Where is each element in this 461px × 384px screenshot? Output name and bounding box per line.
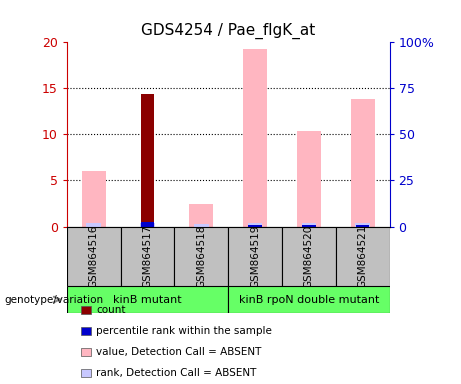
Text: GSM864521: GSM864521 [358, 225, 368, 288]
Text: GSM864519: GSM864519 [250, 225, 260, 288]
Bar [121, 227, 174, 286]
Bar [194, 224, 208, 227]
Text: GSM864520: GSM864520 [304, 225, 314, 288]
Bar [87, 223, 101, 227]
Text: value, Detection Call = ABSENT: value, Detection Call = ABSENT [96, 347, 262, 357]
Bar [189, 204, 213, 227]
Text: rank, Detection Call = ABSENT: rank, Detection Call = ABSENT [96, 368, 257, 378]
Bar [248, 223, 262, 227]
Text: kinB rpoN double mutant: kinB rpoN double mutant [239, 295, 379, 305]
Bar [282, 227, 336, 286]
Bar [248, 225, 262, 227]
Text: GSM864516: GSM864516 [89, 225, 99, 288]
Bar [302, 225, 315, 227]
Bar [356, 225, 369, 227]
Text: GSM864517: GSM864517 [142, 225, 153, 288]
Bar [141, 222, 154, 227]
Bar [67, 286, 228, 313]
Bar [174, 227, 228, 286]
Bar [336, 227, 390, 286]
Bar [141, 94, 154, 227]
Bar [140, 223, 155, 227]
Bar [350, 99, 375, 227]
Bar [243, 49, 267, 227]
Title: GDS4254 / Pae_flgK_at: GDS4254 / Pae_flgK_at [141, 23, 315, 40]
Text: kinB mutant: kinB mutant [113, 295, 182, 305]
Bar [82, 171, 106, 227]
Text: GSM864518: GSM864518 [196, 225, 207, 288]
Bar [297, 131, 321, 227]
Bar [67, 227, 121, 286]
Text: count: count [96, 305, 126, 315]
Bar [355, 223, 370, 227]
Text: genotype/variation: genotype/variation [5, 295, 104, 305]
Bar [228, 286, 390, 313]
Text: percentile rank within the sample: percentile rank within the sample [96, 326, 272, 336]
Bar [301, 223, 316, 227]
Bar [228, 227, 282, 286]
